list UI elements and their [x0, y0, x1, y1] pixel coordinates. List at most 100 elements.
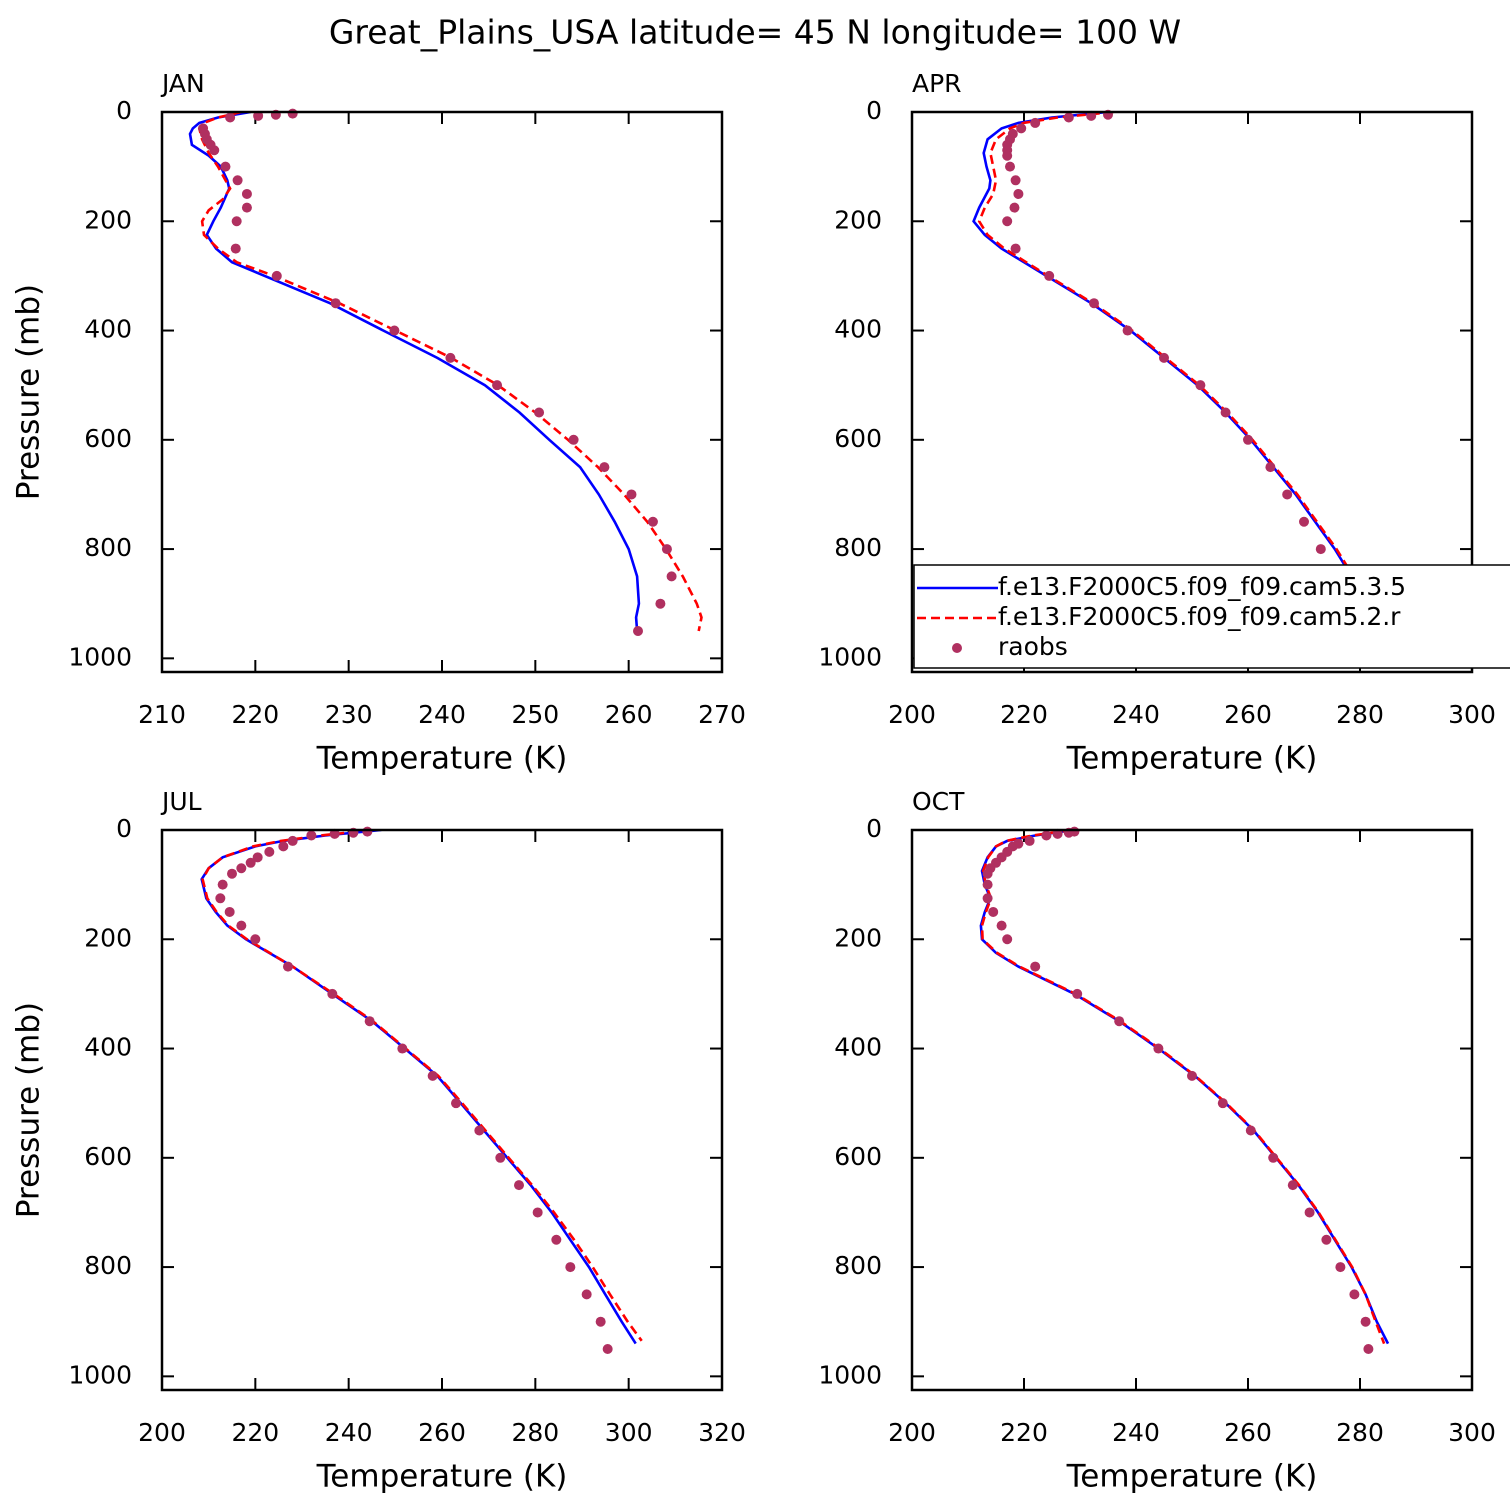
obs-point [1243, 434, 1253, 445]
y-tick-label: 600 [84, 1142, 132, 1171]
obs-point [1187, 1070, 1197, 1081]
y-tick-label: 400 [834, 1033, 882, 1062]
obs-point [283, 961, 293, 972]
obs-point [581, 1289, 592, 1300]
obs-point [1052, 828, 1063, 839]
x-tick-label: 220 [231, 700, 279, 729]
y-tick-label: 600 [834, 424, 882, 453]
x-tick-label: 260 [1224, 700, 1272, 729]
obs-point [224, 906, 235, 917]
obs-point [982, 868, 993, 879]
obs-point [474, 1125, 485, 1136]
obs-point [492, 380, 503, 391]
obs-point [1315, 544, 1326, 555]
obs-point [1010, 243, 1021, 254]
y-tick-label: 0 [866, 96, 882, 125]
profile-line [197, 112, 703, 632]
x-tick-label: 240 [325, 1418, 373, 1447]
obs-point [595, 1316, 606, 1327]
obs-point [599, 462, 610, 473]
obs-point [1013, 188, 1024, 199]
x-tick-label: 280 [511, 1418, 559, 1447]
obs-point [1016, 123, 1027, 134]
obs-point [495, 1152, 506, 1163]
obs-point [1299, 516, 1309, 527]
obs-point [647, 516, 658, 527]
obs-point [1287, 1180, 1298, 1191]
x-tick-label: 200 [138, 1418, 186, 1447]
obs-point [227, 868, 237, 879]
x-tick-label: 200 [888, 700, 936, 729]
obs-point [1009, 202, 1020, 213]
x-axis-label: Temperature (K) [316, 1459, 568, 1495]
obs-point [278, 841, 289, 852]
obs-point [1024, 835, 1035, 846]
obs-point [1217, 1098, 1228, 1109]
x-tick-label: 210 [138, 700, 186, 729]
obs-point [217, 879, 228, 890]
x-tick-label: 250 [511, 700, 559, 729]
legend-box [913, 564, 1510, 669]
obs-point [287, 108, 298, 119]
obs-point [230, 243, 241, 254]
profile-line [188, 112, 641, 632]
obs-point [1360, 1316, 1371, 1327]
obs-point [568, 434, 579, 445]
panel: JUL 200 220 240 260 280 300 320 0 200 400 600 800 100… [11, 787, 746, 1495]
legend-label: raobs [998, 632, 1068, 661]
obs-point [231, 216, 242, 227]
obs-point [1363, 1344, 1374, 1355]
obs-point [209, 145, 220, 156]
obs-point [364, 1016, 375, 1027]
x-tick-label: 240 [1112, 1418, 1160, 1447]
obs-point [445, 352, 456, 363]
x-tick-label: 200 [888, 1418, 936, 1447]
x-tick-label: 220 [1000, 1418, 1048, 1447]
plot-frame [910, 110, 1474, 674]
obs-point [982, 879, 993, 890]
obs-point [1153, 1043, 1164, 1054]
y-axis-label: Pressure (mb) [11, 284, 47, 500]
obs-point [1265, 462, 1276, 473]
obs-point [1086, 110, 1097, 121]
obs-point [427, 1070, 438, 1081]
obs-point [1114, 1016, 1125, 1027]
obs-point [1002, 216, 1013, 227]
obs-point [1245, 1125, 1256, 1136]
obs-point [397, 1043, 408, 1054]
obs-point [982, 893, 993, 904]
x-tick-label: 300 [1448, 700, 1496, 729]
y-tick-label: 1000 [68, 1360, 132, 1389]
obs-point [287, 835, 298, 846]
y-tick-label: 0 [116, 96, 132, 125]
obs-point [1335, 1262, 1346, 1273]
obs-point [626, 489, 637, 500]
obs-point [1349, 1289, 1360, 1300]
y-tick-label: 1000 [818, 642, 882, 671]
x-tick-label: 260 [1224, 1418, 1272, 1447]
obs-point [306, 830, 317, 841]
obs-point [534, 407, 545, 418]
y-tick-label: 0 [116, 814, 132, 843]
obs-point [252, 852, 263, 863]
obs-point [330, 298, 341, 309]
obs-point [1044, 270, 1055, 281]
obs-point [1304, 1207, 1315, 1218]
x-axis-label: Temperature (K) [1066, 1459, 1318, 1495]
y-tick-label: 800 [834, 533, 882, 562]
legend-label: f.e13.F2000C5.f09_f09.cam5.3.5 [998, 572, 1406, 601]
legend-label: f.e13.F2000C5.f09_f09.cam5.2.r [998, 602, 1401, 631]
obs-point [271, 270, 282, 281]
y-axis-label: Pressure (mb) [11, 1002, 47, 1218]
y-tick-label: 1000 [68, 642, 132, 671]
x-tick-label: 260 [418, 1418, 466, 1447]
y-tick-label: 200 [834, 205, 882, 234]
x-tick-label: 270 [698, 700, 746, 729]
y-tick-label: 1000 [818, 1360, 882, 1389]
x-tick-label: 320 [698, 1418, 746, 1447]
obs-point [1089, 298, 1099, 309]
obs-point [241, 188, 252, 199]
x-axis-label: Temperature (K) [316, 741, 568, 777]
